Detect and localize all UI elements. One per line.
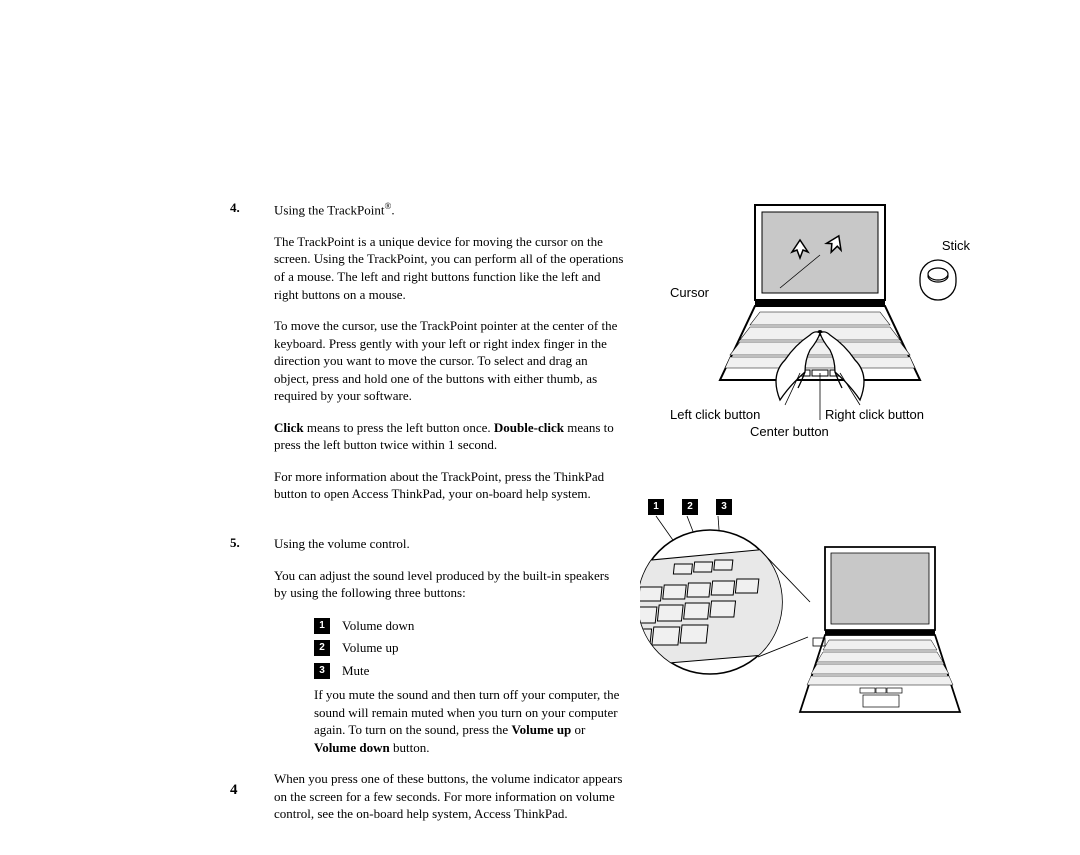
section-4: 4. Using the TrackPoint®. The TrackPoint… [230, 200, 630, 517]
trackpoint-illustration [640, 200, 970, 440]
section-body: Using the TrackPoint®. The TrackPoint is… [274, 200, 624, 517]
label-center-btn: Center button [750, 424, 829, 439]
paragraph: For more information about the TrackPoin… [274, 468, 624, 503]
paragraph: When you press one of these buttons, the… [274, 770, 624, 823]
figure-trackpoint: Cursor Stick Left click button Right cli… [640, 200, 970, 440]
list-item: 3 Mute [314, 661, 624, 680]
section-5: 5. Using the volume control. You can adj… [230, 535, 630, 837]
number-badge: 2 [314, 640, 330, 656]
text-column: 4. Using the TrackPoint®. The TrackPoint… [230, 200, 630, 855]
list-item: 1 Volume down [314, 616, 624, 635]
bold-text: Click [274, 420, 304, 435]
bold-text: Volume down [314, 740, 390, 755]
section-body: Using the volume control. You can adjust… [274, 535, 624, 837]
text: button. [390, 740, 430, 755]
bold-text: Double-click [494, 420, 564, 435]
paragraph: Click means to press the left button onc… [274, 419, 624, 454]
item-label: Volume up [342, 641, 398, 656]
page-content: 4. Using the TrackPoint®. The TrackPoint… [230, 200, 970, 855]
paragraph: The TrackPoint is a unique device for mo… [274, 233, 624, 303]
section-title: Using the TrackPoint®. [274, 200, 624, 219]
title-text: Using the TrackPoint [274, 202, 385, 217]
label-cursor: Cursor [670, 285, 709, 300]
text: means to press the left button once. [304, 420, 494, 435]
paragraph: To move the cursor, use the TrackPoint p… [274, 317, 624, 405]
label-left-btn: Left click button [670, 407, 760, 422]
section-number: 5. [230, 535, 270, 551]
list-item: 2 Volume up [314, 638, 624, 657]
paragraph: If you mute the sound and then turn off … [314, 686, 624, 756]
section-title: Using the volume control. [274, 535, 624, 553]
item-label: Volume down [342, 618, 414, 633]
section-number: 4. [230, 200, 270, 216]
text: or [571, 722, 585, 737]
page-number: 4 [230, 782, 238, 799]
figure-column: Cursor Stick Left click button Right cli… [640, 200, 970, 752]
item-label: Mute [342, 663, 369, 678]
label-stick: Stick [942, 238, 970, 253]
figure-volume: 1 2 3 [640, 492, 970, 752]
title-suffix: . [391, 202, 394, 217]
bold-text: Volume up [511, 722, 571, 737]
number-badge: 1 [314, 618, 330, 634]
label-right-btn: Right click button [825, 407, 924, 422]
volume-illustration [640, 492, 970, 752]
number-badge: 3 [314, 663, 330, 679]
bullet-list: 1 Volume down 2 Volume up 3 Mute If you mut… [314, 616, 624, 757]
paragraph: You can adjust the sound level produced … [274, 567, 624, 602]
